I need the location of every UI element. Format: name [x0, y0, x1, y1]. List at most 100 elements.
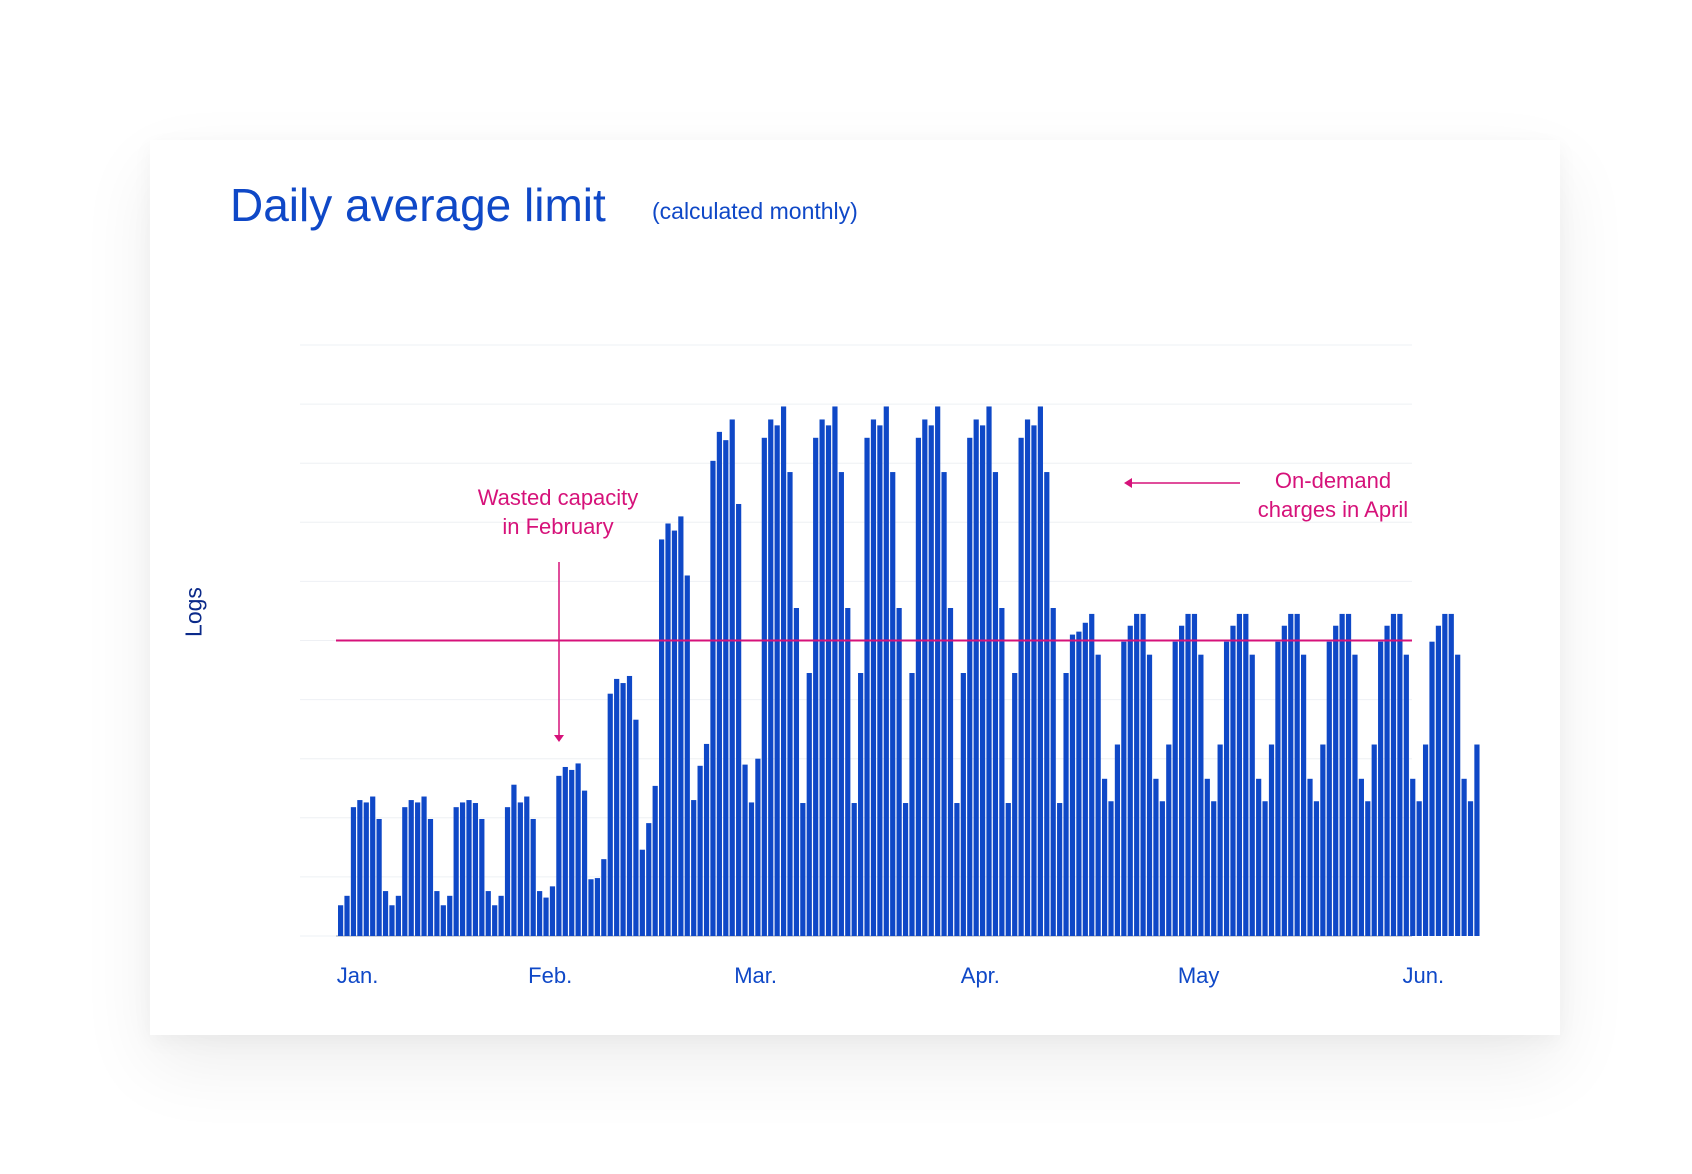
chart-title: Daily average limit: [230, 179, 606, 231]
bar: [543, 897, 549, 936]
bar: [1249, 654, 1255, 936]
bar: [1140, 613, 1146, 936]
bar: [1448, 613, 1454, 936]
bar: [980, 425, 986, 936]
bar: [1467, 801, 1474, 936]
bar: [459, 802, 466, 936]
bar: [1307, 778, 1313, 936]
bar: [594, 878, 600, 936]
bar: [960, 673, 966, 936]
bar: [684, 575, 690, 936]
bar: [761, 437, 767, 936]
bar: [1223, 641, 1230, 936]
bar: [350, 807, 357, 936]
bar: [1345, 613, 1352, 936]
bar: [466, 800, 472, 936]
x-tick-label: Feb.: [528, 963, 572, 988]
bar: [569, 769, 575, 936]
x-tick-label: May: [1178, 963, 1220, 988]
x-tick-label: Jun.: [1403, 963, 1445, 988]
bar: [774, 425, 780, 936]
bar: [832, 406, 838, 936]
bar: [1256, 778, 1262, 936]
bar: [935, 406, 941, 936]
bar: [697, 765, 703, 936]
x-axis-labels: Jan. Feb. Mar. Apr. May Jun.: [337, 963, 1444, 988]
bar: [1166, 744, 1172, 936]
bar: [915, 437, 921, 936]
bar: [549, 886, 556, 936]
bar: [479, 818, 485, 936]
bar: [742, 764, 748, 936]
bar: [1044, 472, 1050, 936]
bar: [992, 472, 999, 936]
bar: [1294, 613, 1300, 936]
bar: [472, 803, 479, 936]
bar: [357, 800, 363, 936]
bar: [408, 800, 414, 936]
bar: [825, 425, 832, 936]
bar: [1121, 641, 1127, 936]
bar: [1422, 744, 1429, 936]
bar: [870, 419, 877, 936]
bar: [504, 807, 511, 936]
bar: [1089, 613, 1095, 936]
bar: [1198, 654, 1204, 936]
bar: [1262, 801, 1268, 936]
bar: [395, 895, 401, 936]
chart-subtitle: (calculated monthly): [652, 198, 858, 224]
bar: [498, 895, 504, 936]
annotation-arrows: [554, 478, 1240, 742]
bar: [1397, 613, 1403, 936]
bar: [344, 895, 350, 936]
bar: [1288, 613, 1294, 936]
bar: [1455, 654, 1461, 936]
bar: [954, 803, 960, 936]
bar: [1301, 654, 1307, 936]
bar: [1320, 744, 1326, 936]
bar: [838, 472, 844, 936]
bar: [1179, 625, 1185, 936]
annotation-on-demand-charges: On-demand charges in April: [1243, 466, 1423, 524]
bar: [1101, 778, 1108, 936]
bar: [376, 818, 382, 936]
bar: [864, 437, 870, 936]
bar: [851, 803, 857, 936]
bar: [338, 905, 344, 936]
arrowhead-icon: [554, 735, 564, 742]
bars: [338, 406, 1480, 936]
bar: [485, 891, 491, 936]
bar: [703, 743, 710, 936]
bar: [1185, 613, 1191, 936]
bar: [415, 802, 421, 936]
bar: [845, 607, 851, 936]
bar: [1204, 778, 1210, 936]
bar: [813, 437, 819, 936]
annotation-line: in February: [502, 514, 614, 539]
bar: [716, 431, 722, 936]
bar: [819, 419, 825, 936]
bar: [1371, 744, 1377, 936]
bar: [922, 419, 928, 936]
bar: [877, 425, 883, 936]
bar: [1442, 613, 1448, 936]
bar: [928, 425, 934, 936]
bar: [562, 766, 568, 936]
bar: [1435, 625, 1442, 936]
bar: [665, 523, 671, 936]
bar: [967, 437, 973, 936]
bar: [517, 802, 523, 936]
bar: [1236, 613, 1242, 936]
bar: [1172, 641, 1178, 936]
bar: [883, 406, 889, 936]
bar: [1461, 778, 1467, 936]
bar: [1012, 673, 1018, 936]
bar: [941, 472, 947, 936]
bar: [678, 516, 684, 936]
bar: [1005, 803, 1011, 936]
bar: [787, 472, 793, 936]
bar: [575, 763, 581, 936]
annotation-line: On-demand: [1274, 468, 1392, 493]
bar: [633, 719, 639, 936]
bar: [556, 775, 562, 936]
